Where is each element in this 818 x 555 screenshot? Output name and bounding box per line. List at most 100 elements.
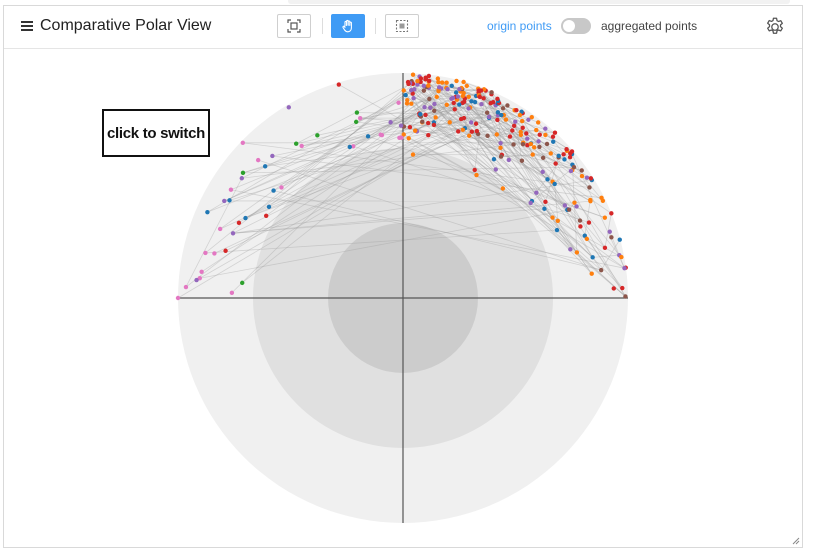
link-line <box>463 101 490 119</box>
data-point <box>473 121 479 126</box>
link-line <box>233 200 591 234</box>
data-point <box>223 248 228 253</box>
data-point <box>556 153 561 158</box>
data-point <box>578 224 583 229</box>
link-line <box>214 119 498 254</box>
data-point <box>212 251 217 256</box>
link-line <box>224 97 454 202</box>
link-line <box>422 121 626 297</box>
data-point <box>440 80 445 85</box>
link-line <box>414 89 593 258</box>
data-point <box>422 105 427 110</box>
data-point <box>517 112 523 118</box>
link-line <box>356 121 528 146</box>
data-point <box>598 267 604 273</box>
link-line <box>514 121 523 161</box>
link-line <box>455 96 556 164</box>
link-line <box>390 121 582 171</box>
data-point <box>460 127 466 133</box>
link-line <box>486 112 528 146</box>
popup-edge <box>288 0 790 4</box>
data-point <box>420 119 425 124</box>
switch-view-button[interactable]: click to switch <box>102 109 210 157</box>
link-line <box>356 112 502 116</box>
data-point <box>511 123 517 128</box>
data-point <box>445 87 450 92</box>
data-point <box>450 95 456 101</box>
data-point <box>405 98 410 103</box>
data-point <box>584 236 590 242</box>
data-point <box>418 76 424 81</box>
data-point <box>493 167 498 172</box>
data-point <box>477 94 483 100</box>
link-line <box>317 113 420 136</box>
link-line <box>272 155 602 199</box>
menu-icon[interactable] <box>21 21 33 31</box>
data-point <box>183 284 189 290</box>
link-line <box>428 75 531 204</box>
data-point <box>552 130 558 135</box>
data-point <box>528 141 534 147</box>
link-line <box>301 114 502 147</box>
link-line <box>296 101 476 145</box>
data-point <box>602 245 608 251</box>
data-point <box>507 134 513 139</box>
data-point <box>425 120 431 126</box>
data-point <box>403 92 408 98</box>
polar-plot[interactable] <box>4 49 802 547</box>
origin-points-label[interactable]: origin points <box>487 19 552 33</box>
data-point <box>506 157 511 163</box>
link-line <box>242 142 590 188</box>
data-point <box>444 102 449 108</box>
data-point <box>525 136 530 141</box>
link-line <box>497 112 569 210</box>
data-point <box>379 132 385 138</box>
data-point <box>579 168 584 173</box>
data-point <box>469 129 475 134</box>
data-point <box>571 164 577 170</box>
resize-handle-icon[interactable] <box>792 537 800 545</box>
data-point <box>467 133 472 138</box>
link-line <box>462 102 556 134</box>
data-point <box>495 96 500 102</box>
link-line <box>478 90 510 161</box>
data-point <box>444 80 449 85</box>
link-line <box>417 84 537 194</box>
data-point <box>401 132 406 137</box>
link-line <box>185 178 243 288</box>
lasso-select-button[interactable] <box>385 14 419 38</box>
data-point <box>175 295 181 301</box>
data-point <box>514 107 519 113</box>
gear-icon[interactable] <box>764 16 786 38</box>
link-line <box>445 87 479 135</box>
data-point <box>526 117 531 122</box>
data-point <box>460 93 466 99</box>
link-line <box>451 85 533 202</box>
fit-view-button[interactable] <box>277 14 311 38</box>
link-line <box>207 122 435 213</box>
data-point <box>405 79 411 85</box>
link-line <box>225 131 473 252</box>
aggregated-points-toggle[interactable] <box>561 18 591 34</box>
link-line <box>425 78 578 253</box>
pan-button[interactable] <box>331 14 365 38</box>
data-point <box>412 87 417 92</box>
link-line <box>480 90 553 218</box>
aggregated-points-label[interactable]: aggregated points <box>601 19 698 33</box>
link-line <box>468 108 581 221</box>
link-line <box>584 199 591 236</box>
data-point <box>520 125 525 131</box>
link-line <box>571 153 625 269</box>
link-line <box>463 101 571 158</box>
data-point <box>498 140 503 146</box>
data-point <box>543 199 548 205</box>
data-point <box>561 152 566 157</box>
link-line <box>474 169 605 219</box>
link-line <box>356 88 463 123</box>
data-point <box>228 187 234 192</box>
link-line <box>405 94 626 297</box>
data-point <box>266 204 272 210</box>
data-point <box>479 101 484 107</box>
link-line <box>381 127 465 136</box>
data-point <box>286 105 291 110</box>
